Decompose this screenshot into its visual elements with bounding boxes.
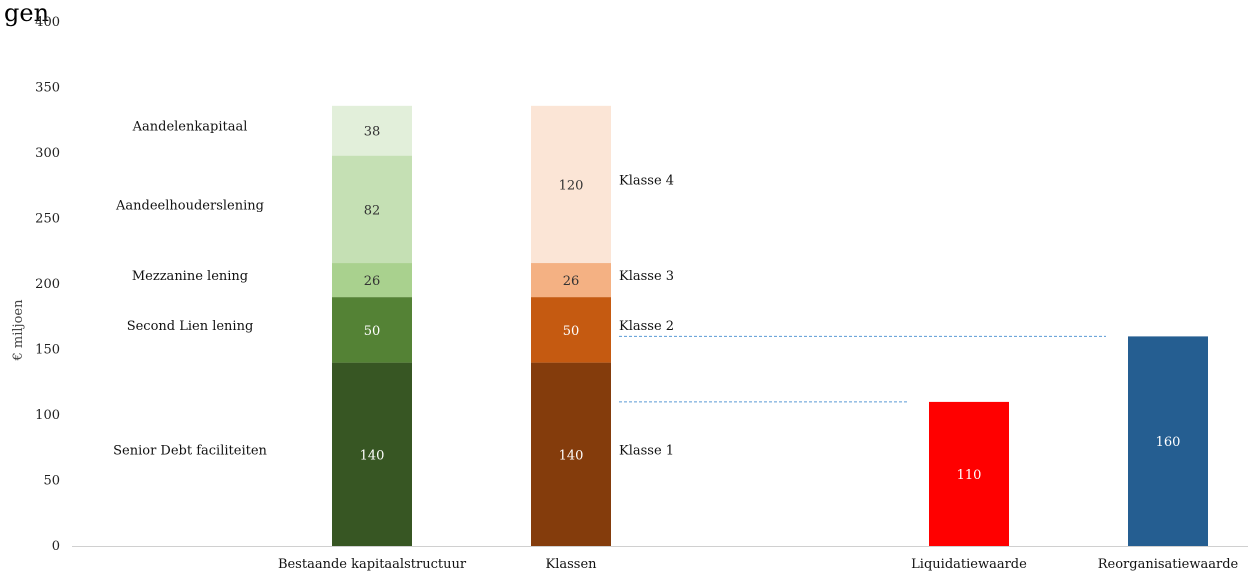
bar-segment <box>332 263 412 298</box>
segment-label: Klasse 4 <box>619 173 674 188</box>
bar-segment <box>531 362 611 546</box>
x-tick-label: Reorganisatiewaarde <box>1098 557 1239 572</box>
stack-liquidatiewaarde: 110 <box>929 401 1009 546</box>
y-tick-label: 200 <box>35 277 60 292</box>
data-label: 140 <box>559 448 584 463</box>
data-label: 50 <box>563 324 580 339</box>
segment-label: Aandeelhouderslening <box>115 198 264 213</box>
bar-segment <box>332 297 412 363</box>
bar-segment <box>929 401 1009 546</box>
segment-label: Klasse 2 <box>619 319 674 334</box>
stack-bestaande-kapitaalstructuur: 140 Senior Debt faciliteiten 50 Second Lien… <box>113 105 412 546</box>
data-label: 26 <box>364 274 381 289</box>
y-tick-label: 150 <box>35 343 60 358</box>
y-tick-label: 0 <box>52 539 60 554</box>
y-tick-label: 50 <box>43 474 60 489</box>
data-label: 50 <box>364 324 381 339</box>
y-tick-label: 250 <box>35 212 60 227</box>
bar-segment <box>531 263 611 298</box>
bars: 140 Senior Debt faciliteiten 50 Second Lien… <box>113 105 1208 546</box>
data-label: 120 <box>559 178 584 193</box>
data-label: 82 <box>364 203 381 218</box>
y-axis: 0 50 100 150 200 250 300 350 400 <box>35 15 60 554</box>
x-tick-label: Liquidatiewaarde <box>911 557 1027 572</box>
bar-segment <box>1128 336 1208 546</box>
y-axis-label: € miljoen <box>11 299 26 362</box>
data-label: 38 <box>364 125 381 140</box>
chart-title: gen <box>4 0 49 27</box>
segment-label: Mezzanine lening <box>132 269 248 284</box>
stack-klassen: 140 Klasse 1 50 Klasse 2 26 Klasse 3 120 Klasse… <box>531 105 674 546</box>
bar-segment <box>332 105 412 156</box>
reference-lines <box>619 335 1106 403</box>
data-label: 140 <box>360 448 385 463</box>
y-tick-label: 100 <box>35 408 60 423</box>
bar-segment <box>332 362 412 546</box>
stack-reorganisatiewaarde: 160 <box>1128 336 1208 546</box>
y-tick-label: 350 <box>35 81 60 96</box>
bar-segment <box>531 297 611 363</box>
segment-label: Aandelenkapitaal <box>132 120 248 135</box>
y-tick-label: 300 <box>35 146 60 161</box>
data-label: 26 <box>563 274 580 289</box>
segment-label: Klasse 1 <box>619 443 674 458</box>
data-label: 110 <box>957 468 982 483</box>
bar-segment <box>332 155 412 264</box>
x-tick-label: Bestaande kapitaalstructuur <box>278 557 467 572</box>
x-tick-label: Klassen <box>545 557 597 572</box>
segment-label: Senior Debt faciliteiten <box>113 443 267 458</box>
y-tick-label: 400 <box>35 15 60 30</box>
segment-label: Klasse 3 <box>619 269 674 284</box>
x-axis-labels: Bestaande kapitaalstructuur Klassen Liquid… <box>278 557 1239 572</box>
data-label: 160 <box>1156 435 1181 450</box>
bar-segment <box>531 105 611 264</box>
segment-label: Second Lien lening <box>127 319 254 334</box>
